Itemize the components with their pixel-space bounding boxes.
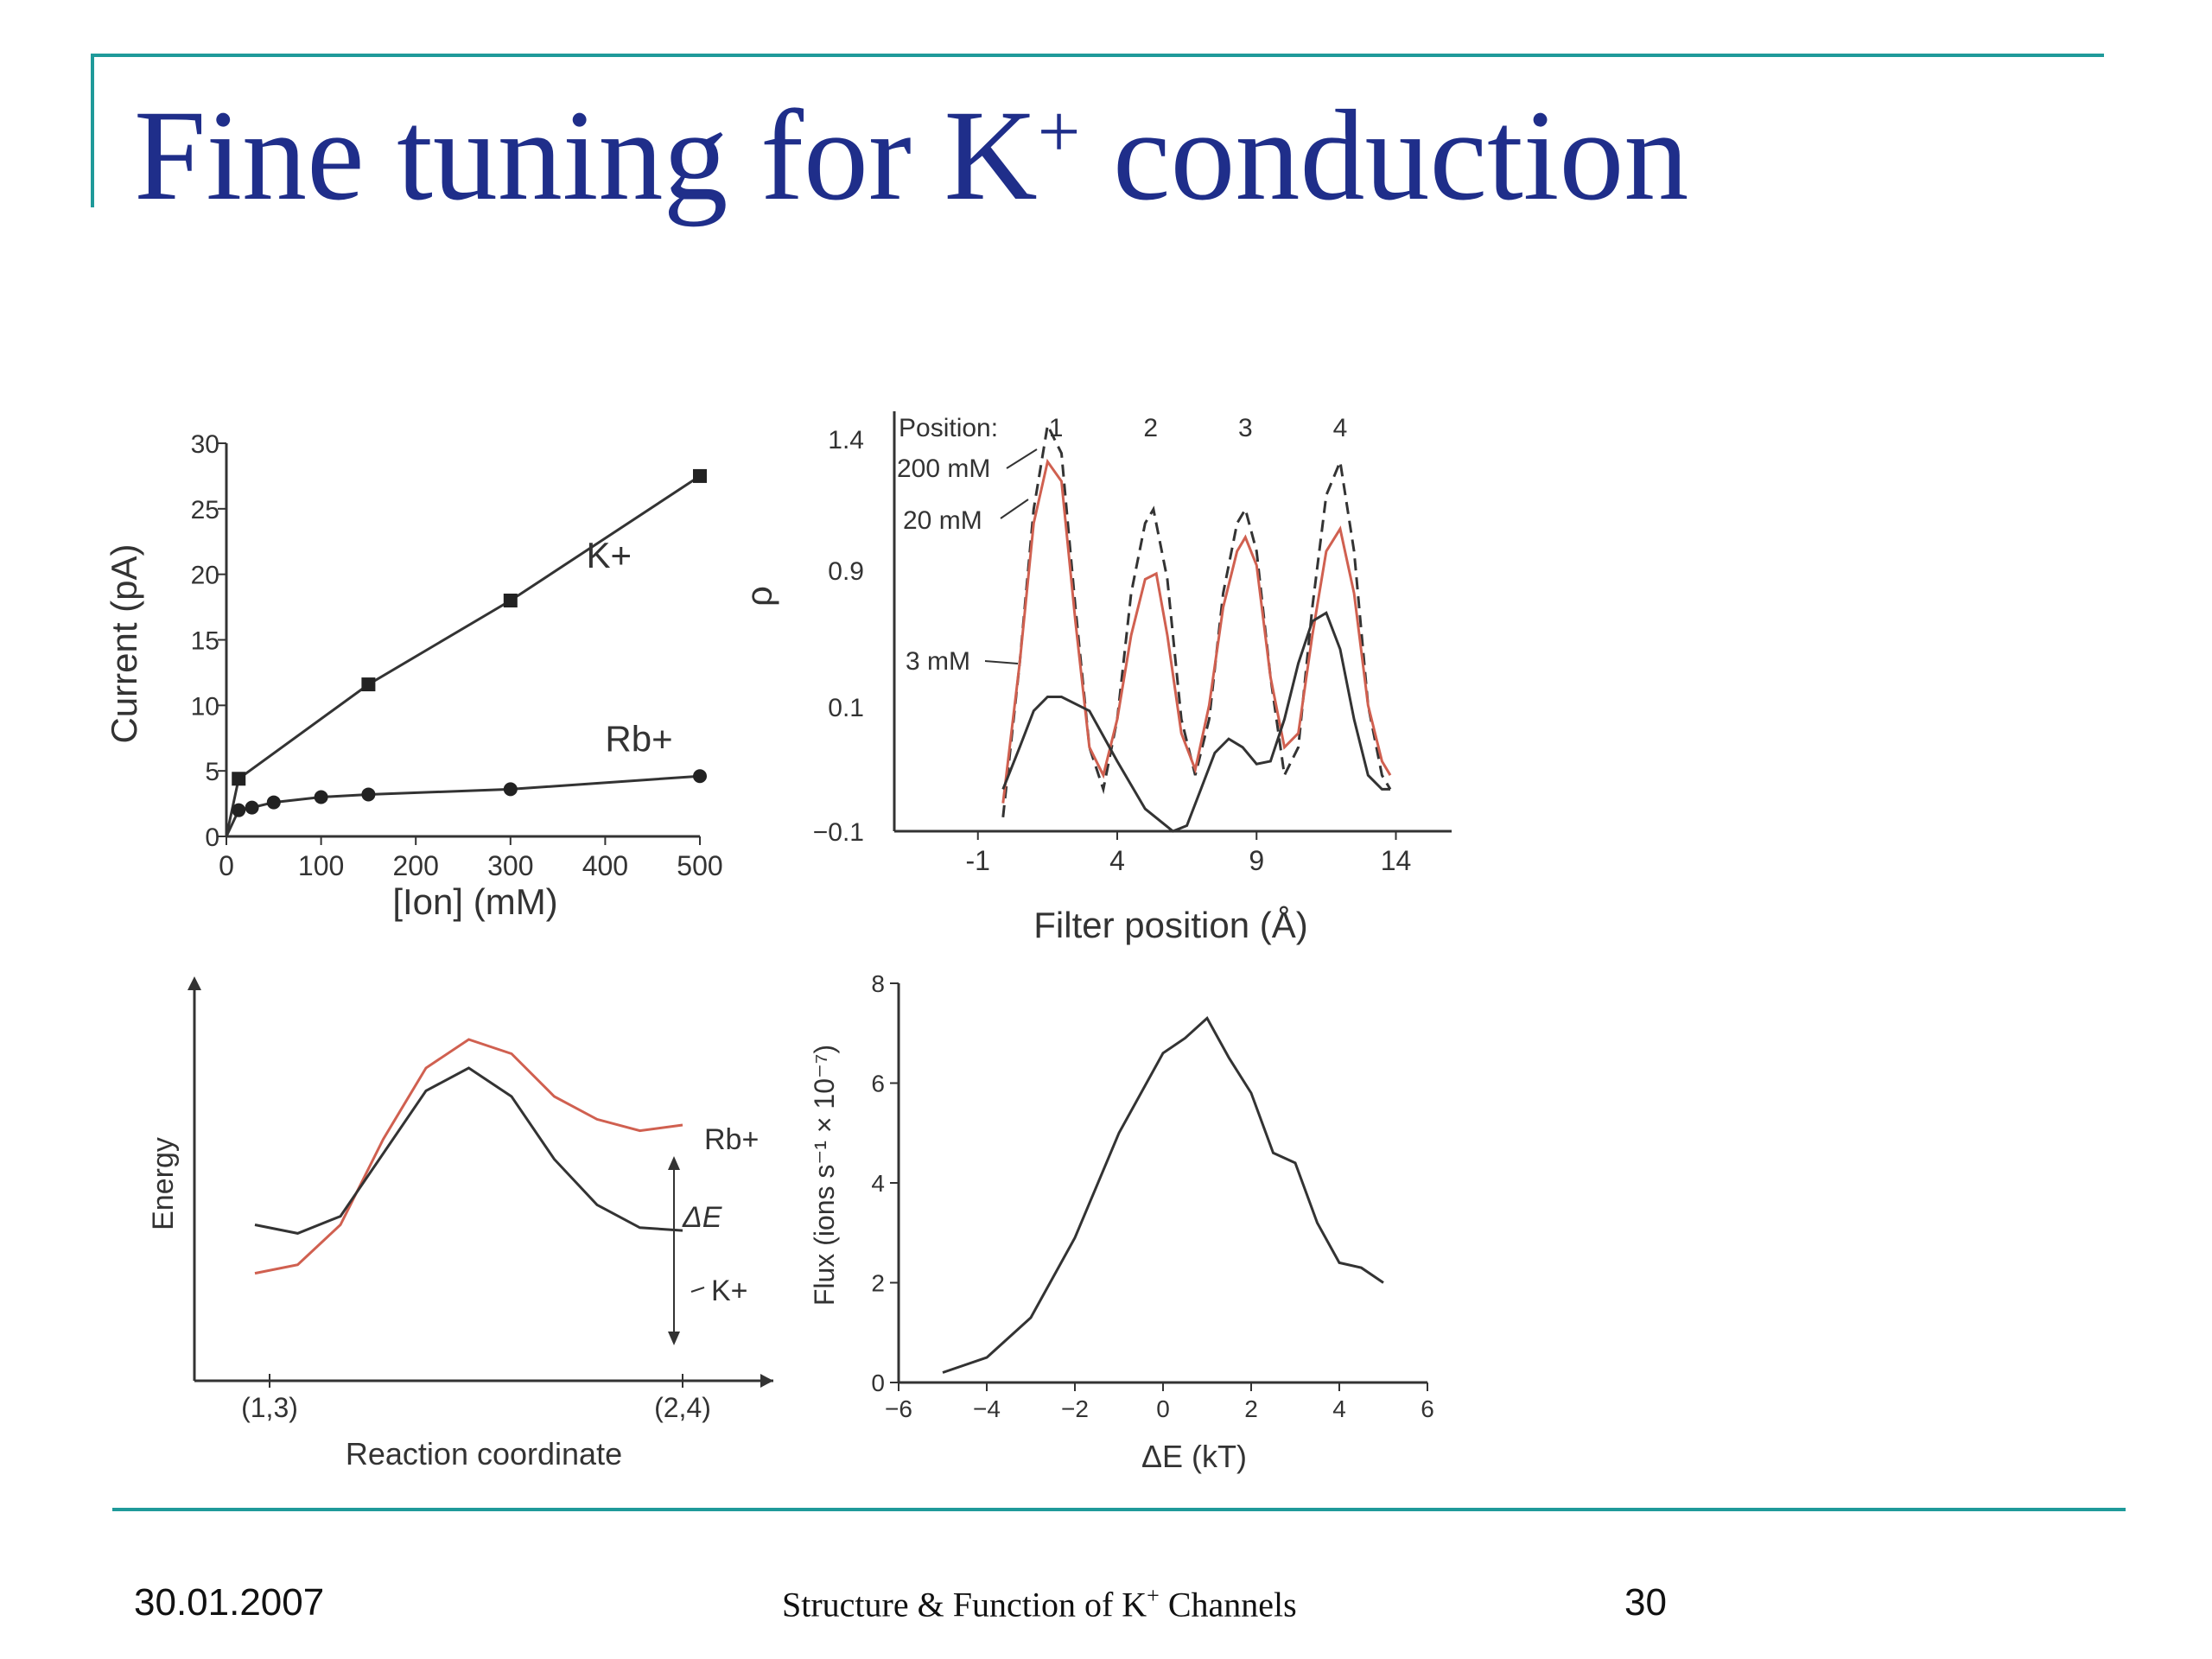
- p1-series-label: K+: [586, 535, 632, 575]
- p1-rb-point: [232, 803, 246, 817]
- p2-series-label: 3 mM: [906, 647, 970, 676]
- p1-k-point: [503, 594, 518, 607]
- p1-series-label: Rb+: [605, 718, 672, 759]
- p4-x-tick-label: −2: [1061, 1395, 1089, 1422]
- p4-y-tick-label: 8: [871, 970, 885, 997]
- p2-series-label: 20 mM: [903, 506, 982, 535]
- p1-y-tick-label: 25: [191, 496, 219, 524]
- p1-x-tick-label: 100: [298, 850, 344, 881]
- p2-x-label: Filter position (Å): [1033, 905, 1307, 945]
- p1-k-point: [361, 677, 376, 692]
- p2-positions-label: Position:: [899, 414, 998, 442]
- p1-y-tick-label: 15: [191, 627, 219, 656]
- p3-series-line: [254, 1038, 683, 1275]
- p3-y-arrowhead: [188, 976, 201, 990]
- p1-x-tick-label: 0: [219, 850, 234, 881]
- p1-rb-point: [314, 790, 328, 804]
- p3-delta-label: ΔE: [682, 1201, 722, 1234]
- p2-series-label: 200 mM: [897, 454, 990, 483]
- p4-y-tick-label: 2: [871, 1270, 885, 1297]
- p2-series-line: [1001, 611, 1390, 833]
- p2-label-leader: [1006, 448, 1038, 469]
- p2-series-line: [1001, 421, 1392, 817]
- p1-rb-point: [503, 782, 518, 797]
- p1-rb-point: [266, 795, 281, 810]
- p4-x-tick-label: 6: [1421, 1395, 1434, 1422]
- p3-series-label: K+: [711, 1274, 748, 1307]
- p1-x-label: [Ion] (mM): [392, 881, 557, 922]
- p1-x-tick-label: 300: [487, 850, 533, 881]
- p4-y-tick-label: 0: [871, 1370, 885, 1396]
- p4-y-label: Flux (ions s⁻¹ × 10⁻⁷): [809, 1045, 840, 1306]
- p1-y-tick-label: 5: [205, 758, 219, 786]
- left-title-rule: [91, 54, 94, 207]
- bottom-rule: [112, 1508, 2126, 1511]
- p1-x-tick-label: 500: [677, 850, 722, 881]
- top-rule: [91, 54, 2104, 57]
- p1-x-tick-label: 400: [582, 850, 628, 881]
- p4-y-tick-label: 4: [871, 1170, 885, 1197]
- p1-y-tick-label: 10: [191, 692, 219, 721]
- p4-x-label: ΔE (kT): [1141, 1439, 1247, 1474]
- footer-date: 30.01.2007: [134, 1581, 325, 1624]
- p1-y-label: Current (pA): [104, 543, 144, 743]
- p1-series-line: [225, 474, 701, 837]
- p2-y-tick-label: 0.9: [828, 557, 864, 586]
- p2-y-tick-label: −0.1: [813, 818, 864, 847]
- p1-x-tick-label: 200: [393, 850, 439, 881]
- p2-position-number: 2: [1143, 414, 1158, 442]
- p1-y-tick-label: 20: [191, 562, 219, 590]
- p1-k-point: [232, 772, 246, 786]
- p3-x-tick-label: (2,4): [654, 1392, 711, 1423]
- p2-x-tick-label: 4: [1109, 845, 1125, 876]
- p3-x-arrowhead: [760, 1374, 773, 1388]
- p3-delta-arrowhead: [668, 1332, 680, 1345]
- p2-x-tick-label: -1: [966, 845, 990, 876]
- p2-label-leader: [984, 660, 1019, 664]
- p4-x-tick-label: −6: [885, 1395, 912, 1422]
- page-title: Fine tuning for K+ conduction: [134, 84, 1689, 227]
- p2-position-number: 1: [1049, 414, 1064, 442]
- footer-center-text: Structure & Function of K+ Channels: [782, 1583, 1297, 1624]
- p2-position-number: 3: [1238, 414, 1253, 442]
- p4-x-tick-label: 0: [1156, 1395, 1170, 1422]
- p2-x-tick-label: 9: [1249, 845, 1264, 876]
- p1-rb-point: [245, 800, 259, 815]
- p1-rb-point: [693, 769, 707, 784]
- p1-y-tick-label: 0: [205, 823, 219, 852]
- p3-y-label: Energy: [147, 1137, 180, 1230]
- p2-series-line: [1001, 458, 1392, 804]
- p1-series-line: [225, 774, 701, 837]
- p3-series-line: [254, 1066, 683, 1235]
- p3-x-tick-label: (1,3): [241, 1392, 298, 1423]
- p3-label-leader: [690, 1287, 705, 1293]
- p4-series-line: [942, 1016, 1384, 1374]
- p2-y-tick-label: 0.1: [828, 694, 864, 722]
- p2-x-tick-label: 14: [1381, 845, 1412, 876]
- p1-rb-point: [361, 787, 376, 802]
- p2-position-number: 4: [1333, 414, 1348, 442]
- p4-x-tick-label: −4: [973, 1395, 1001, 1422]
- p3-x-label: Reaction coordinate: [346, 1436, 622, 1471]
- p2-label-leader: [1000, 499, 1029, 519]
- p4-x-tick-label: 2: [1244, 1395, 1258, 1422]
- p2-y-tick-label: 1.4: [828, 426, 864, 454]
- page-number: 30: [1624, 1581, 1667, 1624]
- p3-delta-arrowhead: [668, 1156, 680, 1170]
- p3-series-label: Rb+: [704, 1123, 759, 1156]
- p1-k-point: [693, 468, 707, 483]
- p4-y-tick-label: 6: [871, 1071, 885, 1097]
- p2-y-label: ρ: [739, 586, 779, 607]
- p1-y-tick-label: 30: [191, 430, 219, 459]
- p4-x-tick-label: 4: [1332, 1395, 1346, 1422]
